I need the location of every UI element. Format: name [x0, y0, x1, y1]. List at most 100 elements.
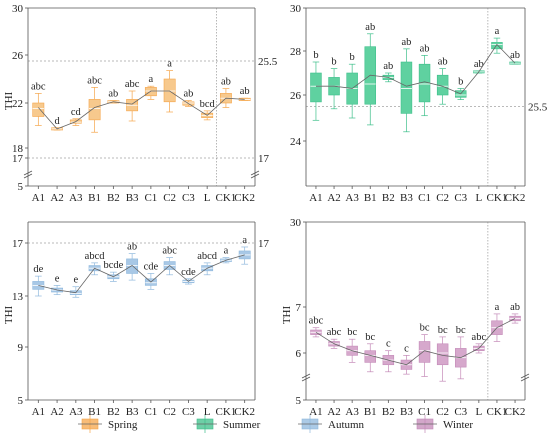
- spring-x-tick-label: A3: [69, 192, 83, 204]
- spring-box-A1: abc: [31, 81, 46, 126]
- spring-x-tick-label: CK2: [234, 192, 255, 204]
- significance-letter: cde: [144, 261, 159, 272]
- significance-letter: abc: [87, 75, 102, 86]
- significance-letter: bc: [438, 325, 448, 336]
- iqr-box: [491, 42, 503, 50]
- significance-letter: ab: [221, 77, 231, 88]
- summer-box-A1: b: [310, 50, 322, 121]
- significance-letter: b: [331, 57, 336, 68]
- summer-x-tick-label: B1: [364, 192, 377, 204]
- spring-x-tick-label: C3: [182, 192, 195, 204]
- significance-letter: c: [386, 339, 391, 350]
- autumn-x-tick-label: B2: [107, 406, 120, 418]
- summer-x-tick-label: C3: [454, 192, 467, 204]
- legend-label: Spring: [108, 419, 138, 431]
- spring-ref-label: 17: [258, 153, 270, 165]
- significance-letter: abc: [125, 79, 140, 90]
- spring-mean-line: [37, 90, 245, 130]
- iqr-box: [126, 258, 139, 274]
- autumn-box-A2: e: [51, 273, 64, 296]
- autumn-box-B3: ab: [126, 242, 139, 281]
- autumn-y-tick-label: 13: [12, 291, 24, 303]
- winter-axis-break: [520, 376, 530, 382]
- summer-box-B3: ab: [400, 37, 413, 133]
- winter-box-A1: abc: [309, 316, 324, 338]
- winter-axis-break: [301, 373, 311, 379]
- autumn-box-CK2: a: [238, 235, 251, 265]
- autumn-box-C1: cde: [144, 261, 159, 290]
- spring-y-tick-label: 17: [12, 153, 24, 165]
- spring-box-C2: a: [163, 59, 176, 113]
- autumn-box-A3: e: [69, 275, 82, 298]
- autumn-y-tick-label: 5: [18, 395, 24, 407]
- summer-x-tick-label: L: [475, 192, 482, 204]
- spring-axis-break: [250, 170, 260, 176]
- winter-box-B2: c: [382, 339, 395, 373]
- significance-letter: e: [74, 275, 79, 286]
- legend-item-winter: Winter: [413, 415, 473, 433]
- spring-box-C1: a: [144, 74, 157, 100]
- iqr-box: [88, 99, 101, 121]
- significance-letter: b: [313, 50, 318, 61]
- winter-x-tick-label: CK2: [505, 406, 526, 418]
- summer-box-B1: ab: [364, 22, 376, 126]
- summer-y-tick-label: 24: [290, 136, 302, 148]
- significance-letter: ab: [510, 50, 520, 61]
- spring-x-tick-label: A2: [50, 192, 63, 204]
- spring-x-tick-label: C1: [144, 192, 157, 204]
- significance-letter: b: [458, 76, 463, 87]
- spring-box-CK2: ab: [238, 86, 251, 101]
- significance-letter: abc: [31, 81, 46, 92]
- spring-y-axis-label: THI: [3, 92, 15, 111]
- autumn-box-A1: de: [32, 264, 45, 297]
- winter-y-tick-label: 5: [296, 395, 302, 407]
- significance-letter: ab: [510, 302, 520, 313]
- spring-x-tick-label: B1: [88, 192, 101, 204]
- summer-x-tick-label: B3: [400, 192, 413, 204]
- autumn-y-tick-label: 17: [12, 238, 24, 250]
- winter-mean-line: [315, 318, 516, 366]
- significance-letter: abcd: [85, 251, 106, 262]
- autumn-box-B1: abcd: [85, 251, 106, 276]
- summer-x-tick-label: A1: [309, 192, 322, 204]
- winter-x-tick-label: C2: [436, 406, 449, 418]
- spring-y-tick-label: 26: [12, 50, 24, 62]
- spring-x-tick-label: B3: [126, 192, 139, 204]
- significance-letter: de: [33, 264, 43, 275]
- winter-x-tick-label: C3: [454, 406, 467, 418]
- significance-letter: bcd: [200, 99, 216, 110]
- legend-item-autumn: Autumn: [298, 415, 365, 433]
- significance-letter: ab: [183, 89, 193, 100]
- significance-letter: ab: [420, 43, 430, 54]
- autumn-x-tick-label: B1: [88, 406, 101, 418]
- significance-letter: bc: [456, 325, 466, 336]
- significance-letter: bc: [365, 332, 375, 343]
- winter-x-tick-label: L: [475, 406, 482, 418]
- significance-letter: ab: [365, 22, 375, 33]
- winter-x-tick-label: A3: [345, 406, 359, 418]
- autumn-x-tick-label: A2: [50, 406, 63, 418]
- summer-box-CK2: ab: [509, 50, 521, 65]
- summer-y-tick-label: 26: [290, 90, 302, 102]
- significance-letter: d: [54, 116, 60, 127]
- winter-x-tick-label: B1: [364, 406, 377, 418]
- significance-letter: ab: [438, 57, 448, 68]
- winter-y-tick-label: 6: [296, 348, 302, 360]
- significance-letter: a: [149, 74, 154, 85]
- spring-box-A2: d: [51, 116, 64, 131]
- spring-box-A3: cd: [69, 107, 82, 126]
- summer-x-tick-label: C2: [436, 192, 449, 204]
- significance-letter: bcde: [103, 260, 123, 271]
- autumn-ref-label: 17: [258, 238, 270, 250]
- summer-ref-label: 25.5: [528, 102, 548, 114]
- autumn-x-tick-label: C1: [144, 406, 157, 418]
- significance-letter: ab: [127, 242, 137, 253]
- winter-axis-break: [301, 376, 311, 382]
- significance-letter: ab: [474, 59, 484, 70]
- significance-letter: abcd: [197, 251, 218, 262]
- autumn-x-tick-label: A3: [69, 406, 83, 418]
